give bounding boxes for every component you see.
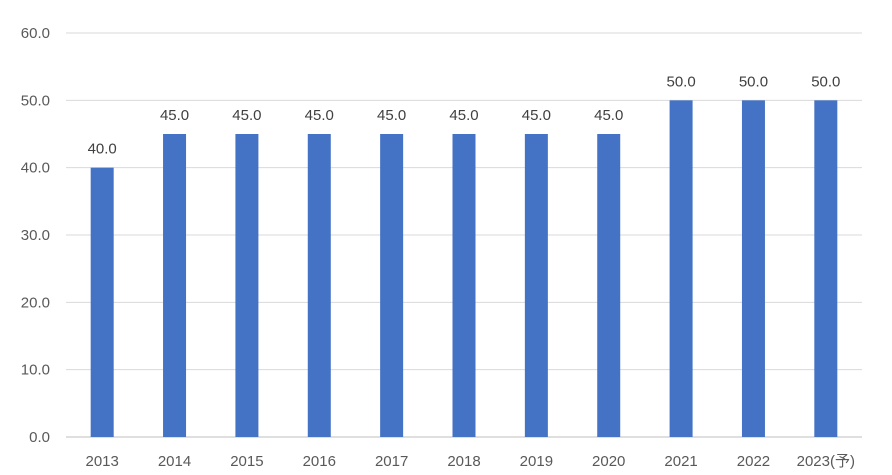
bar bbox=[90, 167, 114, 437]
bar bbox=[307, 134, 331, 437]
data-label: 45.0 bbox=[377, 107, 406, 124]
bar bbox=[814, 100, 838, 437]
x-tick-label: 2018 bbox=[447, 453, 480, 470]
data-label: 40.0 bbox=[88, 141, 117, 158]
bars bbox=[90, 100, 838, 437]
data-label: 45.0 bbox=[305, 107, 334, 124]
x-tick-label: 2020 bbox=[592, 453, 625, 470]
bar bbox=[380, 134, 404, 437]
data-label: 45.0 bbox=[522, 107, 551, 124]
bar bbox=[741, 100, 765, 437]
data-label: 45.0 bbox=[594, 107, 623, 124]
y-tick-label: 50.0 bbox=[21, 92, 50, 109]
x-tick-label: 2016 bbox=[303, 453, 336, 470]
y-tick-label: 40.0 bbox=[21, 160, 50, 177]
data-label: 45.0 bbox=[232, 107, 261, 124]
x-axis-ticks: 2013 2014 2015 2016 2017 2018 2019 2020 2021 2022… bbox=[85, 453, 855, 470]
x-tick-label: 2021 bbox=[664, 453, 697, 470]
y-tick-label: 30.0 bbox=[21, 227, 50, 244]
x-tick-label: 2019 bbox=[520, 453, 553, 470]
data-label: 50.0 bbox=[666, 73, 695, 90]
y-tick-label: 60.0 bbox=[21, 25, 50, 42]
bar bbox=[597, 134, 621, 437]
bar bbox=[524, 134, 548, 437]
x-tick-label: 2023(予) bbox=[797, 453, 855, 470]
bar bbox=[452, 134, 476, 437]
x-tick-label: 2022 bbox=[737, 453, 770, 470]
x-tick-label: 2017 bbox=[375, 453, 408, 470]
data-label: 50.0 bbox=[739, 73, 768, 90]
data-label: 50.0 bbox=[811, 73, 840, 90]
data-labels: 40.0 45.0 45.0 45.0 45.0 45.0 45.0 45.0 50.0 50.0… bbox=[88, 73, 841, 157]
y-tick-label: 0.0 bbox=[29, 429, 50, 446]
x-tick-label: 2014 bbox=[158, 453, 191, 470]
data-label: 45.0 bbox=[449, 107, 478, 124]
y-axis-ticks: 0.0 10.0 20.0 30.0 40.0 50.0 60.0 bbox=[21, 25, 50, 446]
x-tick-label: 2015 bbox=[230, 453, 263, 470]
x-tick-label: 2013 bbox=[85, 453, 118, 470]
bar bbox=[235, 134, 259, 437]
y-tick-label: 10.0 bbox=[21, 362, 50, 379]
bar bbox=[163, 134, 187, 437]
y-tick-label: 20.0 bbox=[21, 294, 50, 311]
data-label: 45.0 bbox=[160, 107, 189, 124]
bar bbox=[669, 100, 693, 437]
